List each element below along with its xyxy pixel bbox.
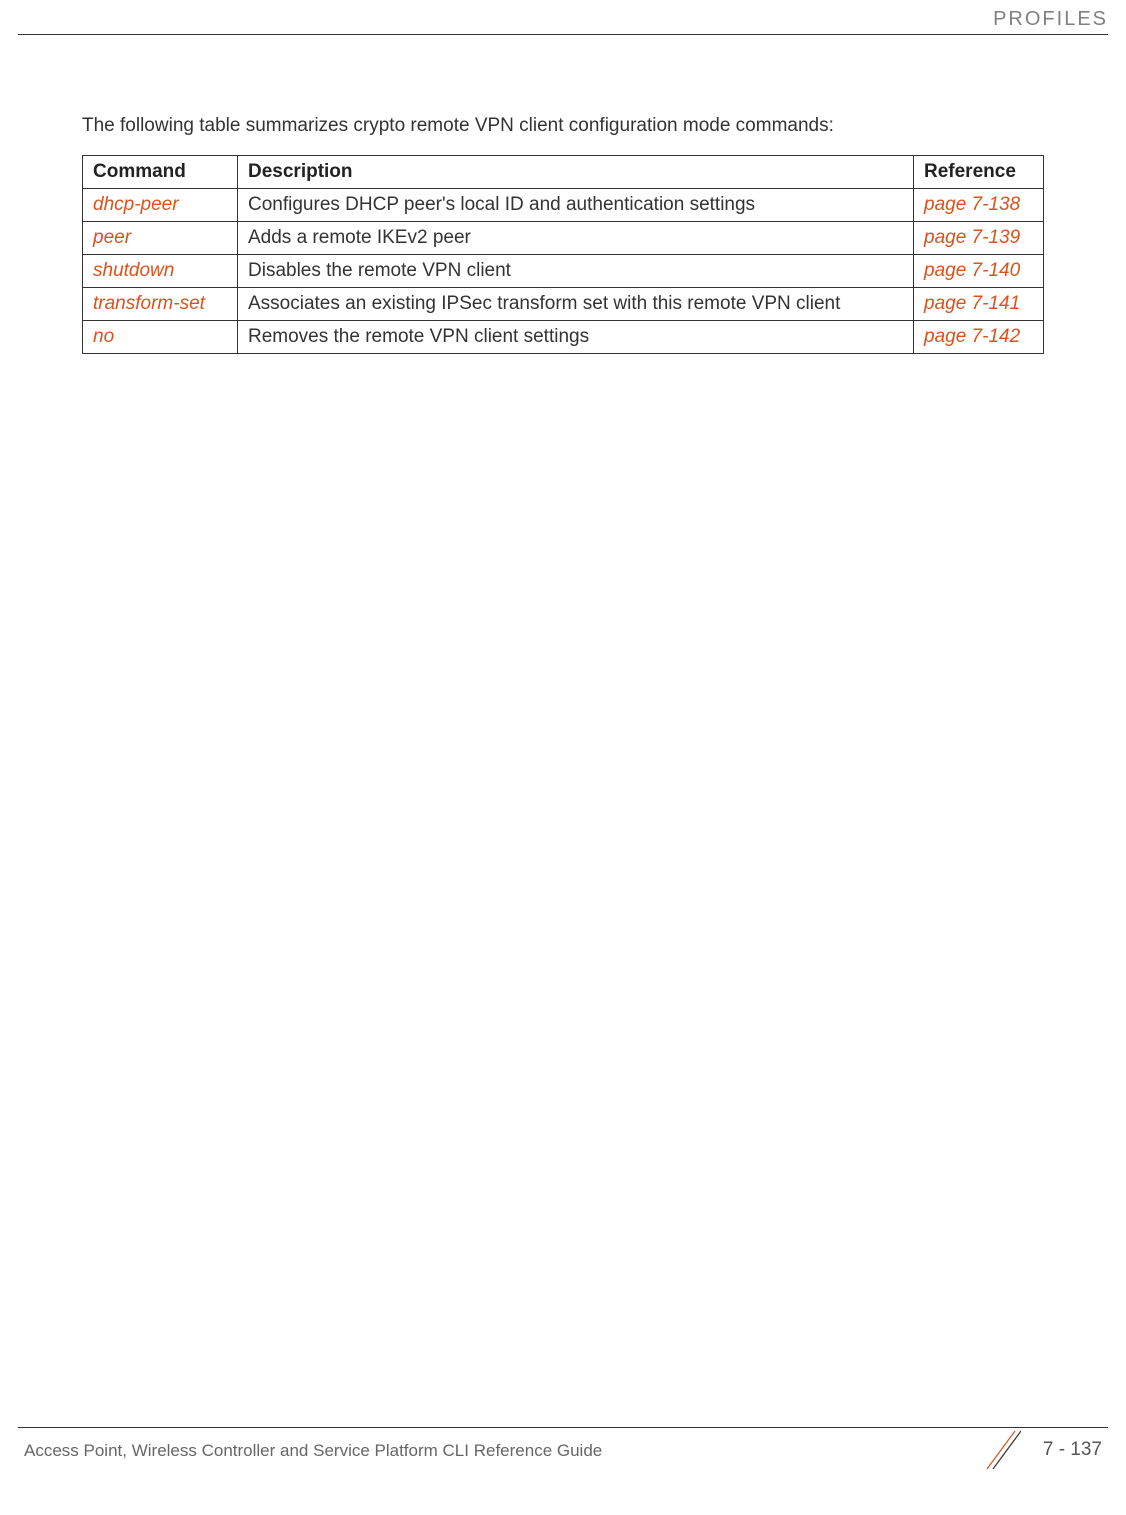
section-label: PROFILES xyxy=(993,8,1108,31)
command-cell[interactable]: shutdown xyxy=(83,255,238,288)
footer-title: Access Point, Wireless Controller and Se… xyxy=(24,1441,602,1461)
reference-cell[interactable]: page 7-142 xyxy=(914,321,1044,354)
description-cell: Removes the remote VPN client settings xyxy=(238,321,914,354)
page-footer: Access Point, Wireless Controller and Se… xyxy=(18,1427,1108,1477)
footer-divider xyxy=(18,1427,1108,1428)
reference-cell[interactable]: page 7-141 xyxy=(914,288,1044,321)
header-description: Description xyxy=(238,156,914,189)
reference-cell[interactable]: page 7-139 xyxy=(914,222,1044,255)
description-cell: Associates an existing IPSec transform s… xyxy=(238,288,914,321)
description-cell: Disables the remote VPN client xyxy=(238,255,914,288)
command-cell[interactable]: no xyxy=(83,321,238,354)
reference-cell[interactable]: page 7-140 xyxy=(914,255,1044,288)
table-row: no Removes the remote VPN client setting… xyxy=(83,321,1044,354)
table-row: transform-set Associates an existing IPS… xyxy=(83,288,1044,321)
page-content: The following table summarizes crypto re… xyxy=(82,115,1044,354)
table-row: dhcp-peer Configures DHCP peer's local I… xyxy=(83,189,1044,222)
commands-table: Command Description Reference dhcp-peer … xyxy=(82,155,1044,354)
command-cell[interactable]: transform-set xyxy=(83,288,238,321)
description-cell: Configures DHCP peer's local ID and auth… xyxy=(238,189,914,222)
command-cell[interactable]: dhcp-peer xyxy=(83,189,238,222)
header-reference: Reference xyxy=(914,156,1044,189)
footer-page-wrap: 7 - 137 xyxy=(981,1429,1102,1471)
intro-paragraph: The following table summarizes crypto re… xyxy=(82,115,1044,137)
description-cell: Adds a remote IKEv2 peer xyxy=(238,222,914,255)
command-cell[interactable]: peer xyxy=(83,222,238,255)
reference-cell[interactable]: page 7-138 xyxy=(914,189,1044,222)
table-row: shutdown Disables the remote VPN client … xyxy=(83,255,1044,288)
slash-icon xyxy=(981,1429,1021,1471)
table-header-row: Command Description Reference xyxy=(83,156,1044,189)
page-number: 7 - 137 xyxy=(1043,1439,1102,1461)
page-header: PROFILES xyxy=(0,0,1126,40)
table-row: peer Adds a remote IKEv2 peer page 7-139 xyxy=(83,222,1044,255)
header-command: Command xyxy=(83,156,238,189)
header-divider xyxy=(18,34,1108,35)
